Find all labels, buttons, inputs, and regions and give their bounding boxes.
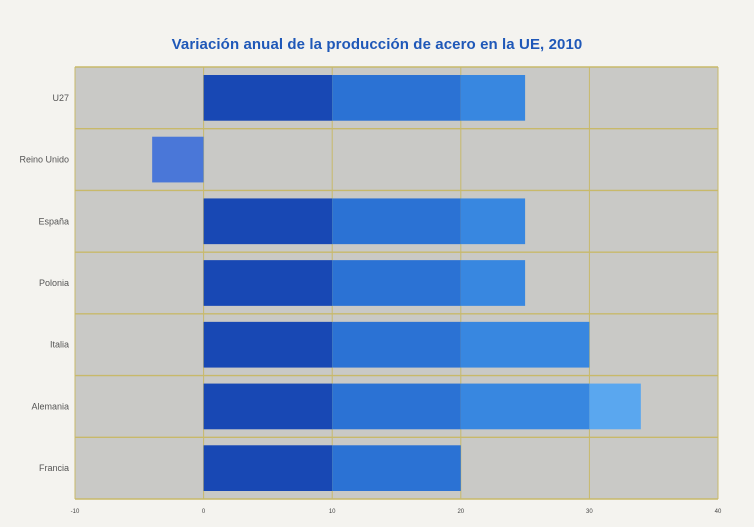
category-label: U27 bbox=[52, 93, 69, 103]
bar-alemania bbox=[332, 383, 461, 430]
x-tick-label: 10 bbox=[329, 509, 336, 515]
category-label: Reino Unido bbox=[19, 155, 69, 165]
bar-francia bbox=[203, 445, 333, 491]
bar-italia bbox=[203, 321, 333, 368]
x-tick-label: 40 bbox=[715, 509, 722, 515]
category-label: Polonia bbox=[39, 278, 69, 288]
x-tick-label: 30 bbox=[586, 509, 593, 515]
bar-polonia bbox=[332, 260, 461, 306]
bar-polonia bbox=[460, 260, 526, 306]
bar-italia bbox=[460, 321, 590, 368]
category-label: España bbox=[38, 216, 69, 226]
bar-polonia bbox=[203, 260, 333, 306]
chart-title: Variación anual de la producción de acer… bbox=[171, 36, 583, 53]
bar-alemania bbox=[203, 383, 333, 430]
category-label: Alemania bbox=[31, 401, 69, 411]
category-label: Italia bbox=[50, 340, 69, 350]
x-tick-label: 0 bbox=[202, 509, 206, 515]
bar-u27 bbox=[460, 75, 526, 121]
bar-alemania bbox=[589, 383, 641, 430]
bar-espana bbox=[203, 198, 333, 245]
bar-francia bbox=[332, 445, 461, 491]
category-label: Francia bbox=[39, 463, 69, 473]
bar-u27 bbox=[332, 75, 461, 121]
x-tick-label: 20 bbox=[457, 509, 464, 515]
bar-u27 bbox=[203, 75, 333, 121]
bar-espana bbox=[460, 198, 526, 245]
bar-alemania bbox=[460, 383, 590, 430]
bar-italia bbox=[332, 321, 461, 368]
bar-reino-unido bbox=[152, 136, 204, 183]
bar-espana bbox=[332, 198, 461, 245]
x-tick-label: -10 bbox=[71, 509, 80, 515]
